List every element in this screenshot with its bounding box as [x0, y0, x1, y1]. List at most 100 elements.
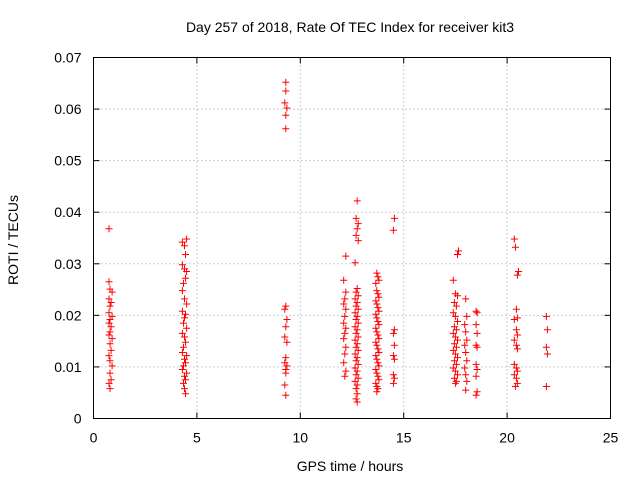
- data-point: [372, 324, 380, 332]
- data-point: [375, 349, 383, 356]
- x-tick-label: 15: [396, 430, 412, 446]
- data-point: [451, 312, 459, 320]
- data-point: [180, 279, 187, 287]
- data-point: [450, 340, 458, 348]
- y-tick-labels: 0 0.01 0.02 0.03 0.04 0.05 0.06 0.07: [54, 50, 81, 427]
- data-point: [105, 225, 113, 233]
- data-point: [108, 288, 116, 296]
- data-point: [105, 379, 113, 387]
- data-point: [354, 374, 362, 382]
- data-point: [473, 343, 481, 351]
- data-point: [352, 214, 360, 222]
- data-point: [373, 300, 381, 308]
- data-point: [282, 78, 290, 86]
- data-point: [390, 214, 398, 222]
- data-point: [180, 362, 187, 370]
- data-point: [108, 362, 116, 370]
- data-point: [374, 385, 382, 393]
- data-point: [178, 287, 186, 295]
- data-point: [372, 338, 380, 346]
- data-point: [283, 338, 291, 346]
- data-point: [373, 314, 381, 322]
- data-point: [513, 314, 521, 322]
- axis-ticks: [93, 57, 611, 419]
- data-point: [353, 299, 361, 306]
- x-tick-labels: 0 5 10 15 20 25: [90, 430, 619, 446]
- data-point: [282, 354, 290, 362]
- y-tick-label: 0.04: [54, 204, 81, 220]
- data-point: [107, 346, 115, 354]
- data-point: [389, 226, 397, 234]
- y-tick-label: 0.02: [54, 307, 81, 323]
- data-point: [282, 111, 290, 119]
- data-point: [372, 310, 380, 318]
- data-point: [461, 341, 469, 349]
- data-point: [105, 331, 113, 339]
- data-point: [472, 391, 480, 399]
- x-tick-label: 25: [603, 430, 619, 446]
- data-point: [375, 376, 383, 384]
- data-point: [463, 357, 471, 365]
- data-point: [372, 379, 380, 387]
- data-point: [389, 352, 397, 360]
- plot-frame: [93, 57, 611, 419]
- data-point: [353, 225, 361, 233]
- data-point: [450, 299, 458, 306]
- data-point: [449, 329, 457, 337]
- data-point: [352, 288, 360, 296]
- data-point: [452, 343, 460, 351]
- data-point: [372, 279, 380, 287]
- data-point: [353, 381, 361, 389]
- data-point: [354, 305, 362, 313]
- data-point: [372, 366, 380, 373]
- data-point: [450, 357, 458, 365]
- data-point: [375, 362, 383, 370]
- data-point: [105, 295, 113, 303]
- data-point: [282, 125, 290, 133]
- data-point: [352, 231, 360, 239]
- data-point: [373, 328, 381, 336]
- data-point: [178, 366, 186, 373]
- data-point: [461, 321, 469, 329]
- data-point: [180, 379, 187, 387]
- grid-lines: [93, 57, 611, 419]
- data-point: [352, 385, 360, 393]
- data-point: [106, 369, 114, 377]
- data-point: [473, 309, 481, 317]
- x-tick-label: 20: [499, 430, 515, 446]
- data-point: [351, 259, 359, 267]
- data-point: [462, 328, 470, 336]
- data-point: [510, 336, 518, 344]
- data-point: [178, 238, 186, 246]
- data-point: [373, 269, 381, 277]
- data-point: [181, 333, 188, 341]
- data-point: [512, 341, 520, 349]
- data-point: [454, 354, 461, 362]
- data-point: [454, 318, 461, 325]
- data-point: [373, 341, 381, 349]
- data-point: [510, 316, 518, 323]
- data-point: [182, 390, 189, 398]
- data-point: [542, 383, 550, 390]
- data-point: [353, 367, 361, 375]
- data-point: [542, 343, 550, 351]
- data-point: [178, 307, 186, 315]
- data-point: [352, 316, 360, 323]
- data-point: [462, 349, 470, 356]
- data-point: [281, 381, 289, 389]
- data-point: [542, 312, 550, 320]
- data-point: [353, 285, 361, 292]
- data-point: [182, 310, 189, 318]
- data-point: [374, 318, 382, 325]
- data-point: [341, 329, 349, 337]
- data-point: [375, 321, 383, 329]
- data-point: [180, 319, 187, 327]
- data-point: [510, 235, 518, 243]
- data-point: [351, 295, 359, 303]
- data-point: [454, 292, 461, 300]
- data-point: [462, 295, 470, 303]
- data-point: [390, 326, 398, 334]
- data-point: [512, 364, 520, 372]
- data-point: [181, 242, 188, 250]
- data-point: [374, 359, 382, 367]
